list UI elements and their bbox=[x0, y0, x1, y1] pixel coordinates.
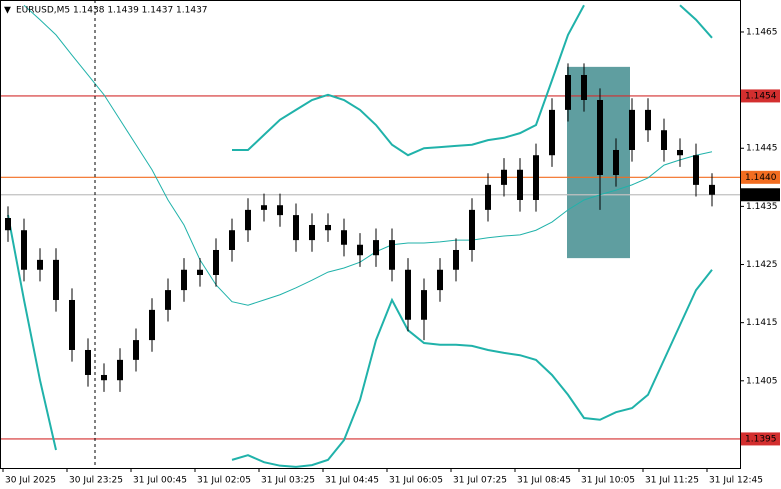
y-tick-label: 1.1445 bbox=[746, 144, 778, 154]
candle-body bbox=[629, 109, 635, 150]
candle-body bbox=[357, 244, 363, 256]
candle-body bbox=[229, 230, 235, 250]
candle-body bbox=[21, 230, 27, 270]
candle-body bbox=[117, 359, 123, 381]
candle-body bbox=[261, 205, 267, 210]
candle-body bbox=[53, 259, 59, 300]
x-tick-label: 31 Jul 08:45 bbox=[517, 476, 571, 486]
candle-body bbox=[565, 74, 571, 110]
candle-body bbox=[341, 230, 347, 245]
bollinger-upper bbox=[232, 4, 585, 157]
candle-body bbox=[549, 109, 555, 156]
price-level-label-bg bbox=[741, 89, 780, 103]
price-level-label-bg bbox=[741, 170, 780, 184]
y-tick-label: 1.1425 bbox=[746, 260, 778, 270]
bollinger-lower bbox=[7, 214, 57, 451]
y-tick-label: 1.1435 bbox=[746, 202, 778, 212]
x-tick-label: 31 Jul 11:25 bbox=[645, 476, 699, 486]
candle-body bbox=[581, 74, 587, 100]
x-tick-label: 31 Jul 10:05 bbox=[581, 476, 635, 486]
candle-body bbox=[421, 290, 427, 320]
chart-title: EURUSD,M5 1.1438 1.1439 1.1437 1.1437 bbox=[16, 6, 208, 16]
candle-body bbox=[133, 340, 139, 360]
candle-body bbox=[597, 99, 603, 175]
candle-body bbox=[373, 240, 379, 256]
candle-body bbox=[309, 224, 315, 241]
candle-body bbox=[293, 215, 299, 241]
candle-body bbox=[149, 309, 155, 341]
candle-body bbox=[181, 269, 187, 291]
candle-body bbox=[69, 299, 75, 350]
candle-body bbox=[213, 249, 219, 275]
y-tick-label: 1.1405 bbox=[746, 376, 778, 386]
x-tick-label: 31 Jul 03:25 bbox=[261, 476, 315, 486]
candle-body bbox=[613, 149, 619, 175]
candle-body bbox=[469, 209, 475, 250]
candle-body bbox=[405, 269, 411, 320]
candle-body bbox=[501, 169, 507, 185]
bollinger-lower bbox=[231, 269, 713, 468]
y-tick-label: 1.1465 bbox=[746, 27, 778, 37]
x-tick-label: 30 Jul 2025 bbox=[5, 476, 56, 486]
candle-body bbox=[709, 184, 715, 195]
candle-body bbox=[661, 130, 667, 150]
candle-body bbox=[245, 209, 251, 231]
x-tick-label: 31 Jul 00:45 bbox=[133, 476, 187, 486]
candle-body bbox=[277, 205, 283, 216]
x-tick-label: 31 Jul 02:05 bbox=[197, 476, 251, 486]
candle-body bbox=[517, 169, 523, 200]
candle-body bbox=[389, 240, 395, 270]
x-tick-label: 31 Jul 07:25 bbox=[453, 476, 507, 486]
price-level-label: 1.1437 bbox=[745, 190, 777, 200]
plot-area bbox=[0, 4, 740, 468]
price-level-label: 1.1440 bbox=[745, 173, 777, 183]
candle-body bbox=[165, 290, 171, 310]
x-tick-label: 31 Jul 12:45 bbox=[709, 476, 763, 486]
x-tick-label: 31 Jul 04:45 bbox=[325, 476, 379, 486]
collapse-icon[interactable]: ▼ bbox=[4, 6, 11, 16]
candle-body bbox=[437, 269, 443, 291]
candle-body bbox=[693, 155, 699, 185]
price-level-label-bg bbox=[741, 432, 780, 446]
candle-body bbox=[5, 218, 11, 231]
candle-body bbox=[677, 149, 683, 156]
candle-body bbox=[645, 109, 651, 131]
candle-body bbox=[37, 259, 43, 270]
candle-body bbox=[325, 224, 331, 231]
bollinger-middle bbox=[23, 4, 713, 306]
x-tick-label: 30 Jul 23:25 bbox=[69, 476, 123, 486]
candle-body bbox=[485, 184, 491, 210]
candle-body bbox=[85, 349, 91, 375]
price-level-label: 1.1454 bbox=[745, 91, 777, 101]
candle-body bbox=[533, 155, 539, 200]
candle-body bbox=[101, 374, 107, 381]
bollinger-upper bbox=[679, 4, 713, 39]
y-tick-label: 1.1415 bbox=[746, 318, 778, 328]
candle-body bbox=[197, 269, 203, 275]
price-level-label-bg bbox=[741, 188, 780, 202]
candle-body bbox=[453, 249, 459, 270]
x-tick-label: 31 Jul 06:05 bbox=[389, 476, 443, 486]
plot-border bbox=[0, 0, 741, 469]
price-level-label: 1.1395 bbox=[745, 434, 777, 444]
